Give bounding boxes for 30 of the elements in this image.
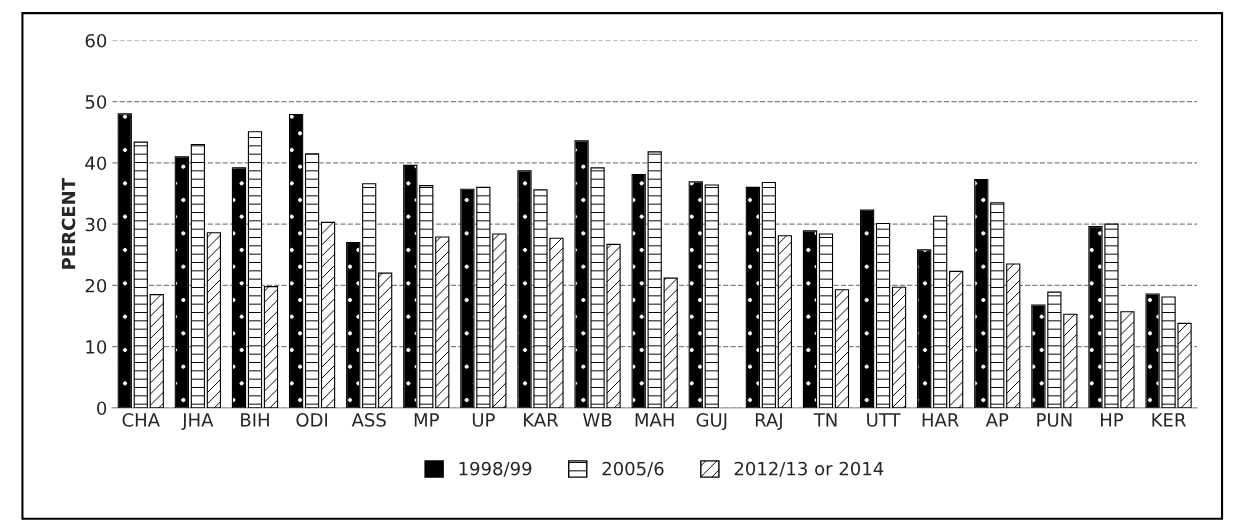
y-tick-label: 40	[85, 156, 107, 171]
x-tick-label: AP	[985, 413, 1009, 427]
legend-label: 2012/13 or 2014	[734, 461, 884, 477]
x-tick-label: RAJ	[755, 413, 782, 431]
x-tick-label: PUN	[1037, 413, 1072, 427]
x-tick-label: JHA	[181, 413, 214, 431]
x-tick-label: MP	[414, 413, 439, 427]
x-tick-label: BIH	[241, 413, 269, 427]
x-tick-label: UP	[472, 413, 495, 427]
y-tick-label: 10	[86, 340, 107, 354]
y-tick-label: 0	[97, 401, 107, 416]
y-tick-label: 60	[85, 33, 107, 48]
x-tick-label: HAR	[922, 413, 959, 427]
x-tick-label: ASS	[351, 413, 386, 427]
x-tick-label: TN	[813, 413, 837, 427]
legend-label: 1998/99	[459, 461, 532, 477]
x-tick-label: UTT	[867, 413, 901, 427]
y-tick-label: 30	[85, 217, 107, 232]
x-tick-label: ODI	[296, 413, 328, 427]
x-tick-label: WB	[583, 413, 612, 427]
x-tick-label: CHA	[122, 413, 160, 427]
x-tick-label: KAR	[524, 413, 559, 427]
y-tick-label: 20	[85, 278, 107, 293]
x-tick-label: GUJ	[696, 413, 727, 431]
x-tick-label: KER	[1152, 413, 1186, 427]
x-tick-label: MAH	[635, 413, 674, 427]
x-tick-label: HP	[1101, 413, 1124, 427]
y-axis-title: PERCENT	[61, 178, 76, 269]
legend-label: 2005/6	[602, 461, 664, 477]
y-tick-label: 50	[85, 95, 107, 109]
